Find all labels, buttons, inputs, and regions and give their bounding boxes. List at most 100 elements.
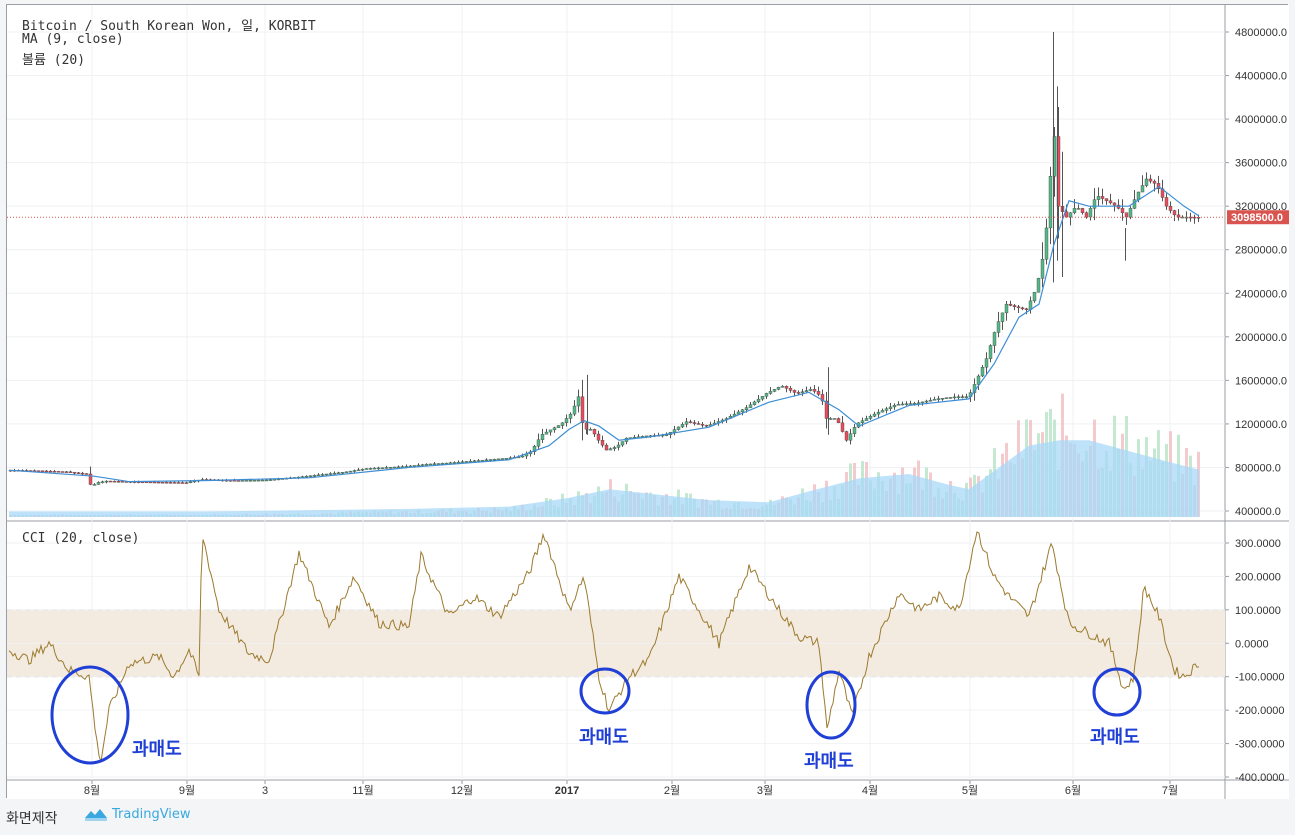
candle-body xyxy=(932,399,937,401)
candle-body xyxy=(1012,305,1017,307)
candle-body xyxy=(540,434,545,440)
candle-body xyxy=(552,427,557,431)
time-tick-label: 12월 xyxy=(451,784,473,797)
candle-body xyxy=(920,401,925,404)
candle-body xyxy=(180,482,185,484)
candle-body xyxy=(460,461,465,463)
candle-body xyxy=(440,463,445,465)
candle-body xyxy=(904,403,909,405)
candle-body xyxy=(700,424,705,426)
candle-body xyxy=(268,479,273,481)
candle-body xyxy=(844,431,849,441)
candle-body xyxy=(952,396,957,399)
candle-body xyxy=(1120,208,1125,213)
oversold-label: 과매도 xyxy=(1090,727,1140,748)
time-tick-label: 4월 xyxy=(862,784,878,797)
cci-tick-label: -200.0000 xyxy=(1235,705,1285,717)
candle-body xyxy=(1108,200,1113,204)
candle-body xyxy=(496,458,501,461)
candle-body xyxy=(960,396,965,398)
chart-title: Bitcoin / South Korean Won, 일, KORBIT xyxy=(22,19,316,34)
candle-body xyxy=(312,475,317,477)
candle-body xyxy=(116,481,121,483)
candle-body xyxy=(884,408,889,411)
candle-body xyxy=(1124,212,1129,218)
candle-body xyxy=(980,367,985,377)
candle-body xyxy=(616,444,621,448)
candle-body xyxy=(64,471,69,473)
candle-body xyxy=(476,460,481,462)
candle-body xyxy=(876,411,881,415)
candle-body xyxy=(564,418,569,424)
tradingview-brand[interactable]: TradingView xyxy=(84,806,191,822)
candle-body xyxy=(676,426,681,430)
candle-body xyxy=(1048,176,1053,229)
candle-body xyxy=(580,396,585,424)
candle-body xyxy=(452,462,457,464)
candle-body xyxy=(1028,300,1033,310)
candle-body xyxy=(176,482,181,484)
candle-body xyxy=(956,396,961,398)
candle-body xyxy=(620,441,625,446)
oversold-circle xyxy=(50,665,130,765)
candle-body xyxy=(684,421,689,425)
chart-canvas: 4800000.04400000.04000000.03600000.03200… xyxy=(7,5,1289,799)
candle-body xyxy=(1172,210,1177,216)
candle-body xyxy=(576,396,581,407)
candle-body xyxy=(1136,191,1141,200)
candle-body xyxy=(1092,199,1097,209)
candle-body xyxy=(388,467,393,469)
candle-body xyxy=(168,482,173,484)
candle-body xyxy=(988,345,993,359)
candle-body xyxy=(736,411,741,415)
candle-body xyxy=(1112,202,1117,206)
candle-body xyxy=(252,479,257,482)
candle-body xyxy=(1044,227,1049,260)
candle-body xyxy=(1168,205,1173,211)
candle-body xyxy=(376,467,381,470)
candle-body xyxy=(764,393,769,397)
time-tick-label: 7월 xyxy=(1162,784,1178,797)
candle-body xyxy=(432,463,437,465)
candle-body xyxy=(456,461,461,464)
candle-body xyxy=(1004,303,1009,314)
cci-legend: CCI (20, close) xyxy=(22,531,140,546)
oversold-circle xyxy=(1092,667,1142,717)
candle-body xyxy=(264,479,269,482)
candle-body xyxy=(104,480,109,483)
candle-body xyxy=(868,416,873,419)
candle-body xyxy=(340,472,345,474)
candle-body xyxy=(1016,306,1021,309)
time-tick-label: 3월 xyxy=(757,784,773,797)
time-tick-label: 11월 xyxy=(352,784,374,797)
time-tick-label: 2월 xyxy=(664,784,680,797)
candle-body xyxy=(160,481,165,484)
candle-body xyxy=(780,386,785,388)
candle-body xyxy=(100,481,105,483)
candle-body xyxy=(88,473,93,485)
ma-legend: MA (9, close) xyxy=(22,32,124,47)
oversold-circle xyxy=(805,670,857,740)
candle-body xyxy=(828,418,833,420)
candle-body xyxy=(892,404,897,408)
candle-body xyxy=(784,386,789,389)
candle-body xyxy=(776,387,781,390)
candle-body xyxy=(324,473,329,476)
last-price-badge xyxy=(1227,210,1289,225)
cci-tick-label: -100.0000 xyxy=(1235,672,1285,684)
candle-body xyxy=(344,471,349,474)
candle-body xyxy=(532,446,537,452)
candle-body xyxy=(76,472,81,474)
candle-body xyxy=(596,433,601,441)
candle-body xyxy=(880,410,885,413)
candle-body xyxy=(304,475,309,478)
cci-tick-label: 200.0000 xyxy=(1235,571,1281,583)
candle-body xyxy=(1096,196,1101,200)
oversold-label: 과매도 xyxy=(579,727,629,748)
candle-body xyxy=(332,472,337,475)
candle-body xyxy=(804,390,809,392)
candle-body xyxy=(556,425,561,428)
time-tick-label: 9월 xyxy=(179,784,195,797)
candle-body xyxy=(92,484,97,486)
candle-body xyxy=(184,482,189,484)
